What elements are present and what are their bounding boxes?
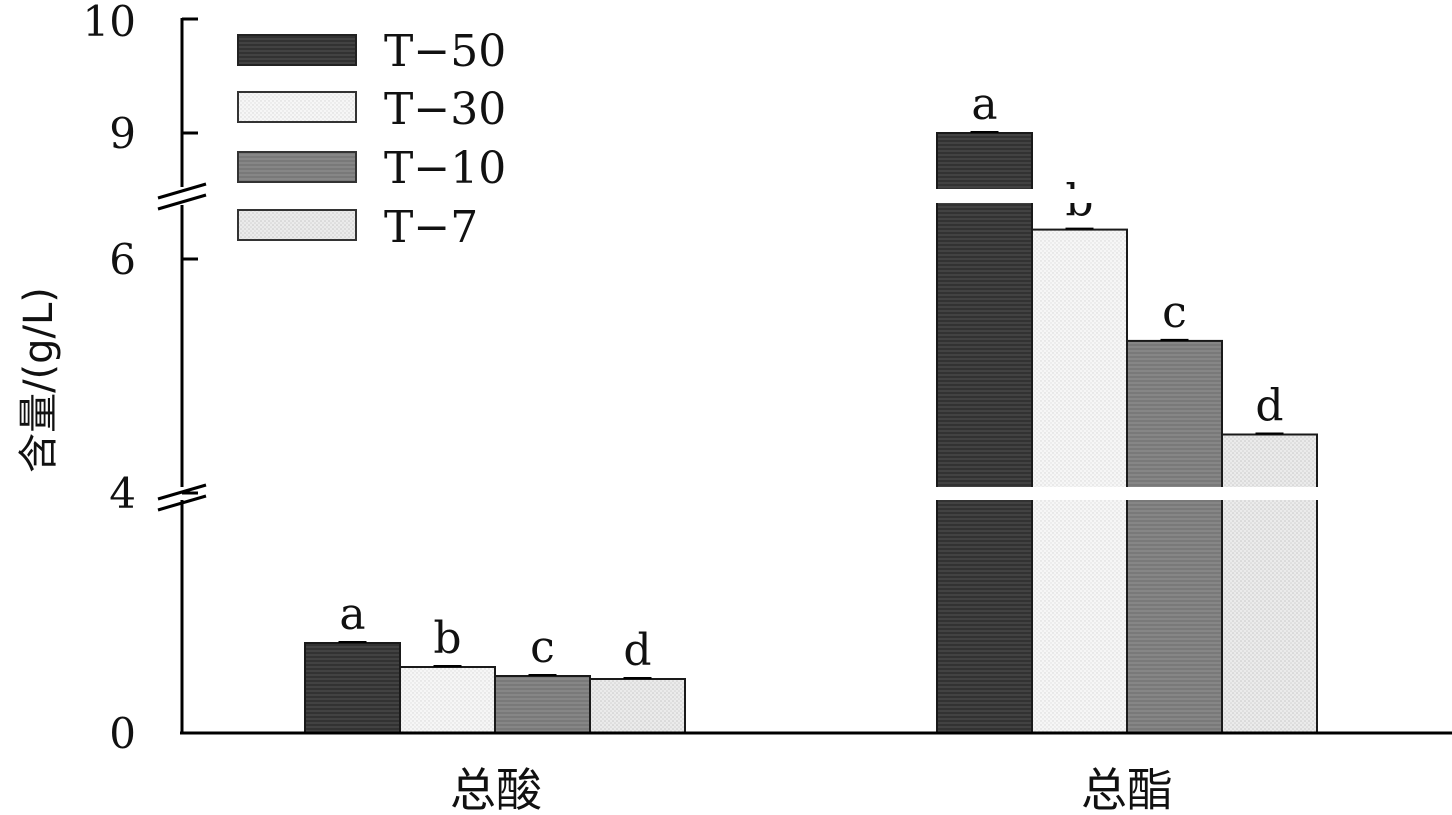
significance-letter: c — [1162, 287, 1187, 338]
y-tick-label-0: 0 — [109, 709, 136, 758]
legend-label-t30: T−30 — [384, 84, 506, 135]
significance-letter: a — [339, 589, 365, 640]
axis-break-gaps — [933, 189, 1321, 500]
category-label-total-acid: 总酸 — [450, 763, 542, 815]
legend-swatch-t50 — [237, 34, 357, 66]
category-label-total-ester: 总酯 — [1081, 763, 1173, 815]
legend: T−50 T−30 T−10 T−7 — [237, 26, 506, 253]
significance-letter: d — [623, 625, 651, 676]
legend-label-t10: T−10 — [384, 143, 506, 194]
significance-letter: d — [1255, 381, 1283, 432]
axes — [157, 17, 1452, 735]
legend-swatch-t10 — [237, 151, 357, 183]
bar-T10-1 — [1126, 339, 1223, 734]
bar-T50-1 — [936, 132, 1033, 734]
bar-T50-0 — [304, 642, 401, 734]
significance-letter: b — [433, 613, 461, 664]
bar-T10-0 — [494, 675, 591, 734]
axis-break-gap-0 — [933, 487, 1321, 500]
significance-letter: c — [530, 622, 555, 673]
significance-letters-layer: aabbccdd — [339, 79, 1283, 676]
significance-letter: a — [971, 79, 997, 130]
bar-T30-1 — [1031, 228, 1128, 734]
y-tick-label-10: 10 — [83, 0, 136, 46]
bars-layer — [304, 131, 1318, 734]
bar-T30-0 — [399, 666, 496, 734]
legend-label-t7: T−7 — [384, 202, 478, 253]
axis-break-mark-upper-a — [157, 182, 207, 200]
legend-swatch-t7 — [237, 209, 357, 241]
bar-T7-1 — [1221, 433, 1318, 734]
legend-swatch-t30 — [237, 91, 357, 123]
axis-break-mark-lower-b — [157, 494, 207, 512]
y-tick-label-6: 6 — [109, 235, 136, 284]
y-tick-label-4: 4 — [109, 469, 136, 518]
legend-label-t50: T−50 — [384, 26, 506, 77]
y-tick-label-9: 9 — [109, 109, 136, 158]
y-axis-label: 含量/(g/L) — [16, 287, 62, 473]
bar-T7-0 — [589, 678, 686, 734]
axis-break-gap-1 — [933, 189, 1321, 203]
axis-break-mark-upper-b — [157, 193, 207, 211]
